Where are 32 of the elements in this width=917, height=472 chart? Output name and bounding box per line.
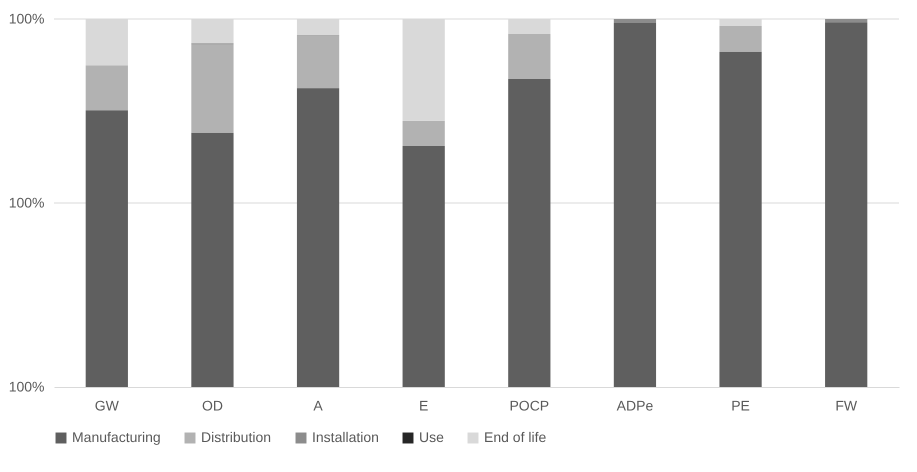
x-tick-label: FW	[835, 398, 858, 414]
bar	[719, 52, 762, 387]
bar	[614, 23, 656, 387]
x-tick-label: POCP	[509, 398, 550, 414]
bar	[825, 19, 868, 22]
legend-label: End of life	[484, 429, 546, 445]
text: 100%	[8, 378, 44, 394]
text: 100%	[8, 194, 44, 210]
legend-label: Use	[419, 429, 444, 445]
bar	[508, 78, 550, 387]
legend-label: Distribution	[201, 429, 272, 445]
x-tick-label: ADPe	[616, 398, 654, 414]
bar	[825, 22, 868, 387]
bar	[86, 110, 128, 387]
bar	[719, 26, 762, 52]
x-tick-label: GW	[94, 398, 120, 414]
x-tick-label: A	[313, 398, 324, 414]
x-tick-label: E	[419, 398, 428, 414]
bar	[402, 146, 445, 387]
legend-label: Installation	[312, 429, 379, 445]
bar	[508, 34, 550, 79]
legend-label: Manufacturing	[72, 429, 161, 445]
bar	[402, 120, 445, 146]
bar	[191, 132, 234, 387]
x-tick-label: PE	[731, 398, 750, 414]
bar	[296, 36, 340, 88]
bar	[296, 88, 340, 387]
bar	[86, 65, 128, 110]
x-tick-label: OD	[202, 398, 223, 414]
bar	[614, 19, 656, 24]
text: 100%	[8, 10, 44, 26]
bar	[191, 44, 234, 133]
